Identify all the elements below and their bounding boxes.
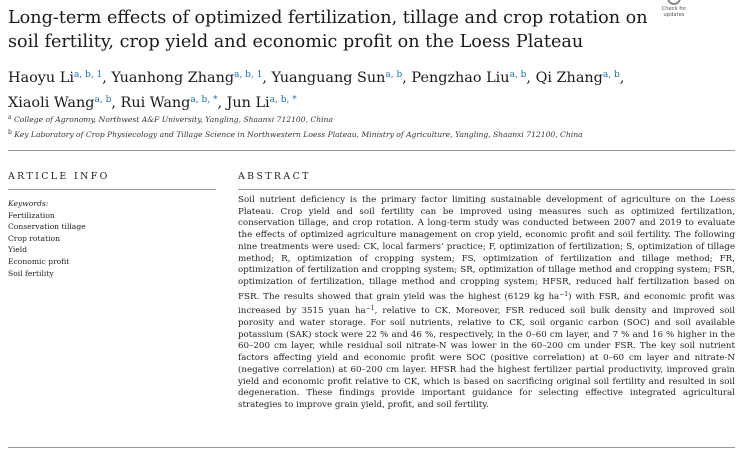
keyword-item: Fertilization [8,210,55,220]
affiliations: a College of Agronomy, Northwest A&F Uni… [8,111,728,141]
author-name[interactable]: Xiaoli Wanga, b, [8,95,116,111]
keyword-item: Crop rotation [8,233,61,243]
article-info-divider [8,189,216,190]
affiliation-a: a College of Agronomy, Northwest A&F Uni… [8,114,333,124]
keywords-block: Keywords: Fertilization Conservation til… [8,198,208,279]
author-affiliation-marker[interactable]: a, b, 1 [234,70,263,80]
abstract-text: Soil nutrient deficiency is the primary … [238,195,735,410]
author-list: Haoyu Lia, b, 1, Yuanhong Zhanga, b, 1, … [8,64,708,114]
footer-divider [8,447,735,448]
abstract-heading: ABSTRACT [238,171,311,182]
author-affiliation-marker[interactable]: a, b [602,70,620,80]
keyword-item: Conservation tillage [8,222,86,232]
author-name[interactable]: Rui Wanga, b, *, [120,95,223,111]
keyword-item: Soil fertility [8,268,54,278]
author-name[interactable]: Jun Lia, b, * [226,95,297,111]
author-affiliation-marker[interactable]: a, b [94,95,112,105]
keyword-item: Yield [8,245,28,255]
affiliation-b: b Key Laboratory of Crop Physiecology an… [8,129,583,139]
author-name[interactable]: Yuanhong Zhanga, b, 1, [111,70,267,86]
author-affiliation-marker[interactable]: a, b, * [269,95,297,105]
author-affiliation-marker[interactable]: a, b, * [190,95,218,105]
check-for-updates-icon [667,0,681,5]
header-divider [8,150,735,151]
author-affiliation-marker[interactable]: a, b, 1 [73,70,103,80]
article-info-heading: ARTICLE INFO [8,171,110,182]
abstract-divider [238,189,735,190]
badge-line-1: Check for [661,6,687,12]
keywords-label: Keywords: [8,199,49,208]
author-name[interactable]: Yuanguang Suna, b, [271,70,407,86]
check-for-updates-badge[interactable]: Check for updates [653,0,695,22]
author-affiliation-marker[interactable]: a, b [385,70,403,80]
author-name[interactable]: Qi Zhanga, b, [535,70,625,86]
paper-title: Long-term effects of optimized fertiliza… [8,8,648,52]
author-name[interactable]: Haoyu Lia, b, 1, [8,70,107,86]
keyword-item: Economic profit [8,256,70,266]
author-affiliation-marker[interactable]: a, b [509,70,527,80]
badge-line-2: updates [663,12,685,18]
keyword-list: Fertilization Conservation tillage Crop … [8,210,208,280]
author-name[interactable]: Pengzhao Liua, b, [411,70,531,86]
